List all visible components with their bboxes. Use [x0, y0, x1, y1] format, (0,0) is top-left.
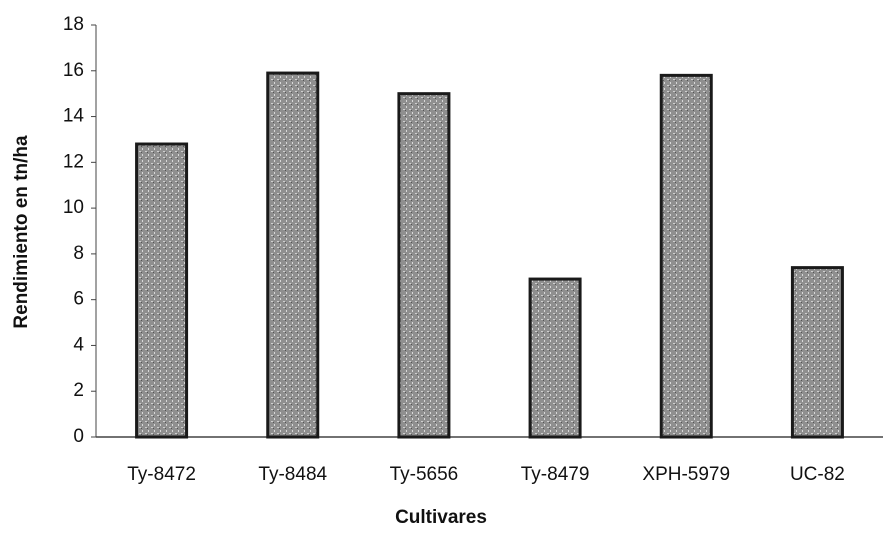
y-tick-label: 2 [73, 380, 84, 401]
y-tick-label: 18 [63, 14, 84, 35]
y-axis-label: Rendimiento en tn/ha [11, 135, 32, 329]
y-tick-label: 14 [63, 106, 85, 127]
y-tick-label: 16 [63, 60, 84, 81]
x-tick-label: Ty-8472 [127, 464, 196, 485]
bar [266, 71, 320, 439]
bar [659, 73, 713, 439]
y-tick-label: 8 [73, 243, 84, 264]
x-tick-label: Ty-8479 [521, 464, 590, 485]
y-tick-label: 4 [73, 334, 84, 355]
y-tick-label: 12 [63, 151, 84, 172]
y-tick-label: 10 [63, 197, 84, 218]
x-tick-label: Ty-5656 [390, 464, 459, 485]
y-tick-label: 0 [73, 426, 84, 447]
bar [135, 142, 189, 439]
y-tick-label: 6 [73, 289, 84, 310]
x-tick-label: UC-82 [790, 464, 845, 485]
x-tick-label: XPH-5979 [642, 464, 730, 485]
x-tick-label: Ty-8484 [258, 464, 327, 485]
bar [397, 92, 451, 439]
x-axis-label: Cultivares [395, 507, 487, 528]
bar [528, 277, 582, 439]
bar [790, 266, 844, 439]
